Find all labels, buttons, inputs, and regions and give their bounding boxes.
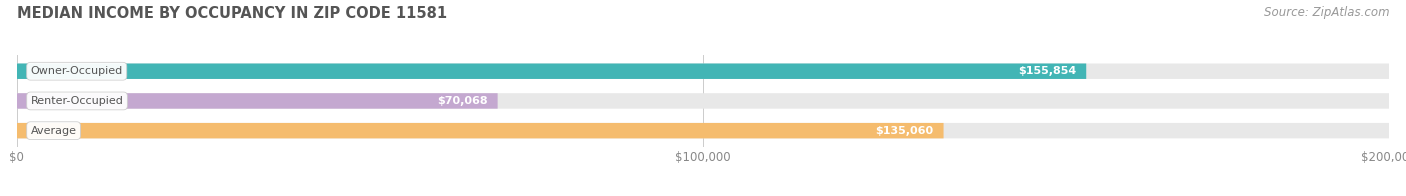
FancyBboxPatch shape — [17, 123, 1389, 138]
Text: $135,060: $135,060 — [875, 126, 934, 136]
FancyBboxPatch shape — [17, 123, 943, 138]
FancyBboxPatch shape — [17, 93, 498, 109]
Text: $70,068: $70,068 — [437, 96, 488, 106]
FancyBboxPatch shape — [17, 64, 1087, 79]
FancyBboxPatch shape — [17, 64, 1389, 79]
Text: Source: ZipAtlas.com: Source: ZipAtlas.com — [1264, 6, 1389, 19]
FancyBboxPatch shape — [17, 93, 1389, 109]
Text: MEDIAN INCOME BY OCCUPANCY IN ZIP CODE 11581: MEDIAN INCOME BY OCCUPANCY IN ZIP CODE 1… — [17, 6, 447, 21]
Text: Average: Average — [31, 126, 76, 136]
Text: $155,854: $155,854 — [1018, 66, 1076, 76]
Text: Owner-Occupied: Owner-Occupied — [31, 66, 122, 76]
Text: Renter-Occupied: Renter-Occupied — [31, 96, 124, 106]
